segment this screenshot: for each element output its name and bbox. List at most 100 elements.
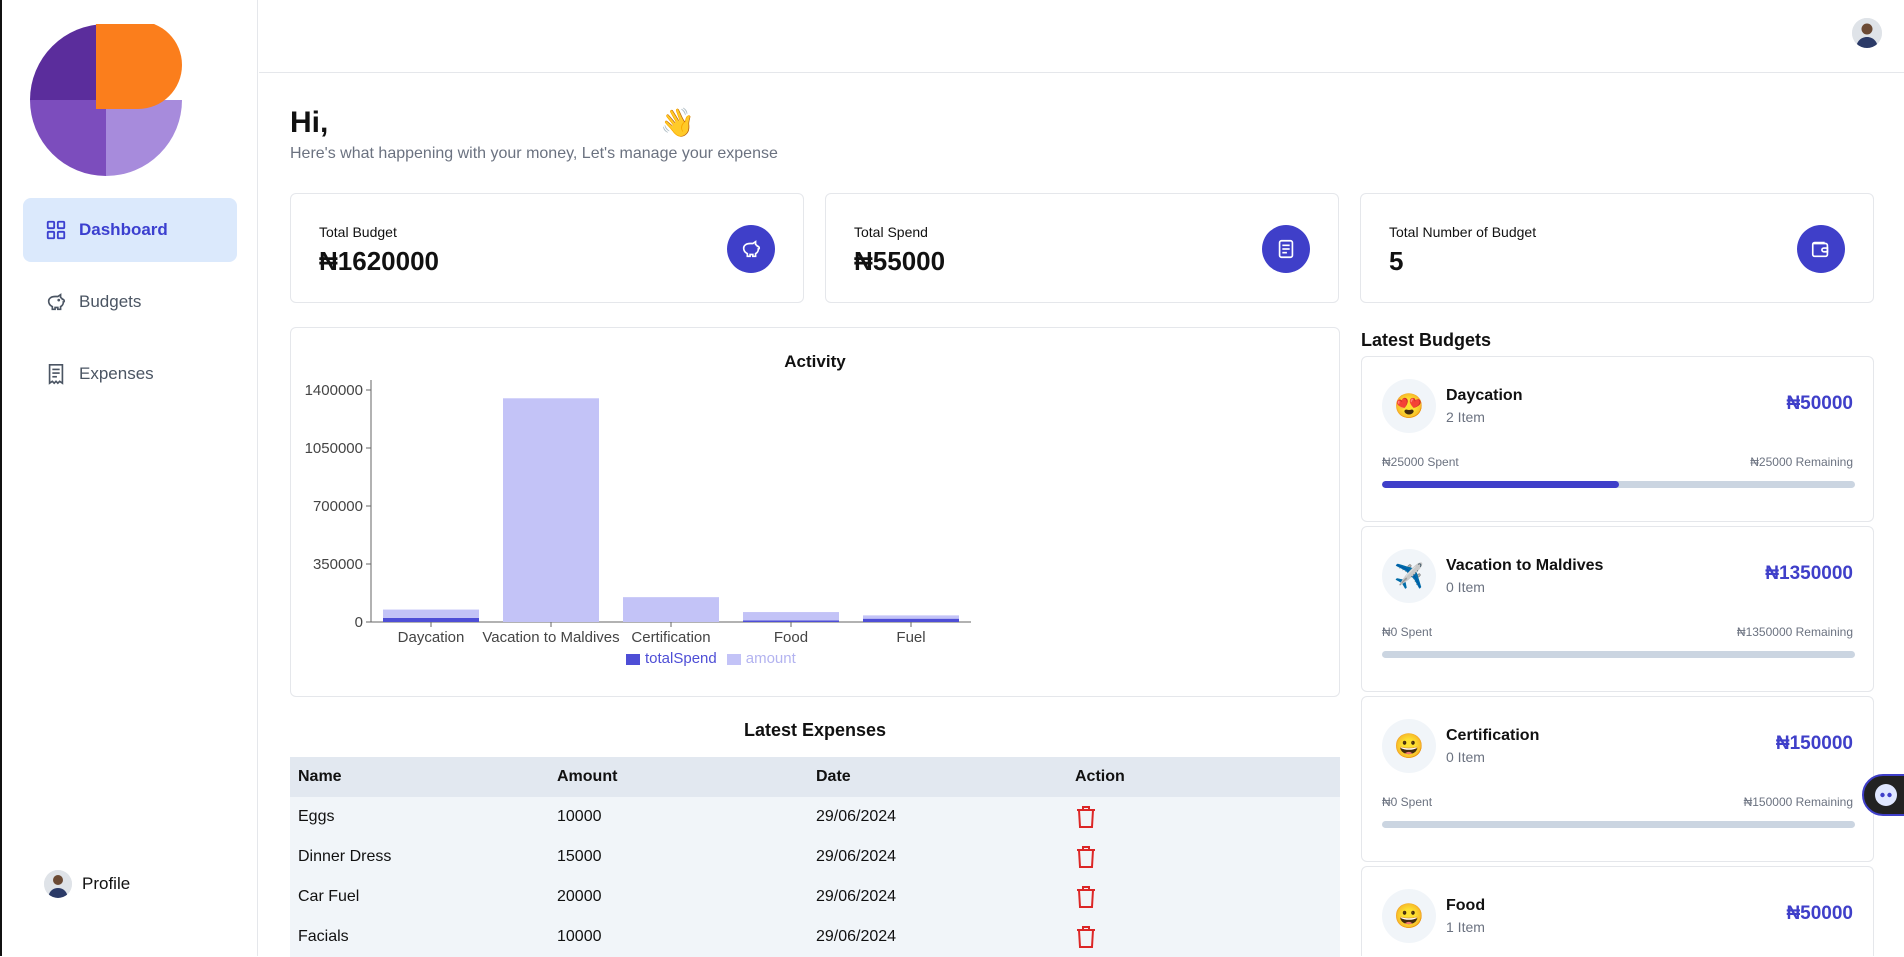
y-tick-label: 0	[355, 614, 363, 631]
budget-spent: ₦25000 Spent	[1382, 455, 1459, 469]
budget-name: Vacation to Maldives	[1446, 557, 1604, 574]
y-tick-label: 1050000	[305, 440, 363, 457]
y-tick-label: 350000	[313, 556, 363, 573]
stat-value: ₦1620000	[319, 246, 439, 276]
trash-icon	[1077, 926, 1095, 948]
budget-remaining: ₦1350000 Remaining	[1736, 625, 1853, 639]
bar-chart: 0 350000 700000 1050000 1400000 Daycation Vaca…	[305, 380, 971, 646]
bar-amount	[503, 398, 599, 622]
receipt-icon	[48, 364, 64, 385]
bar-totalSpend	[743, 620, 839, 622]
expense-date: 29/06/2024	[816, 928, 897, 945]
stat-card-budget-count: Total Number of Budget 5	[1360, 193, 1874, 303]
bar-totalSpend	[863, 618, 959, 622]
legend-item-total-spend[interactable]: totalSpend	[626, 650, 717, 667]
stat-card-total-budget: Total Budget ₦1620000	[290, 193, 804, 303]
piggy-bank-icon	[727, 225, 775, 273]
robot-icon	[1875, 784, 1897, 806]
legend-item-amount[interactable]: amount	[726, 650, 796, 667]
receipt-icon	[1262, 225, 1310, 273]
budget-item-count: 0 Item	[1446, 749, 1485, 765]
budget-card[interactable]: 😍 Daycation 2 Item ₦50000 ₦25000 Spent ₦…	[1361, 356, 1874, 522]
greeting-text: Hi,	[290, 106, 329, 139]
column-header: Name	[298, 768, 342, 785]
expense-date: 29/06/2024	[816, 848, 897, 865]
expense-name: Dinner Dress	[298, 848, 392, 865]
x-tick-label: Daycation	[398, 629, 465, 646]
delete-expense-button[interactable]	[1067, 805, 1340, 829]
table-header: Name Amount Date Action	[290, 757, 1340, 797]
budget-item-count: 0 Item	[1446, 579, 1485, 595]
stat-label: Total Spend	[854, 224, 928, 240]
delete-expense-button[interactable]	[1067, 885, 1340, 909]
budget-emoji: 😀	[1382, 719, 1436, 773]
budget-progress-bar	[1382, 481, 1855, 488]
user-avatar[interactable]	[1852, 18, 1882, 48]
profile-label: Profile	[82, 874, 131, 893]
bar-amount	[623, 597, 719, 622]
app-logo	[30, 24, 182, 176]
delete-expense-button[interactable]	[1067, 925, 1340, 949]
budget-amount: ₦150000	[1775, 733, 1853, 754]
y-tick-label: 1400000	[305, 382, 363, 399]
table-row: Dinner Dress 15000 29/06/2024	[290, 837, 1340, 877]
stat-card-total-spend: Total Spend ₦55000	[825, 193, 1339, 303]
latest-budgets-title: Latest Budgets	[1361, 330, 1492, 350]
budget-remaining: ₦150000 Remaining	[1743, 795, 1853, 809]
expenses-table: Name Amount Date Action Eggs 10000 29/06…	[290, 757, 1340, 957]
x-tick-label: Vacation to Maldives	[482, 629, 619, 646]
expense-amount: 20000	[557, 888, 602, 905]
budget-item-count: 1 Item	[1446, 919, 1485, 935]
table-row: Facials 10000 29/06/2024	[290, 917, 1340, 957]
expense-name: Car Fuel	[298, 888, 360, 905]
budget-emoji: 😍	[1382, 379, 1436, 433]
sidebar: Dashboard Budgets Expenses Profile	[2, 0, 258, 956]
greeting-subtitle: Here's what happening with your money, L…	[290, 145, 778, 162]
budget-amount: ₦50000	[1786, 903, 1853, 924]
budget-card[interactable]: 😀 Food 1 Item ₦50000	[1361, 866, 1874, 956]
column-header: Date	[816, 768, 851, 785]
budget-progress-bar	[1382, 651, 1855, 658]
stat-value: ₦55000	[854, 246, 946, 276]
chart-title: Activity	[784, 352, 846, 371]
window-edge	[0, 0, 2, 956]
greeting-heading: Hi,	[290, 106, 328, 140]
budget-name: Food	[1446, 897, 1486, 914]
x-tick-label: Food	[774, 629, 808, 646]
sidebar-item-expenses[interactable]: Expenses	[23, 342, 237, 406]
budget-card[interactable]: ✈️ Vacation to Maldives 0 Item ₦1350000 …	[1361, 526, 1874, 692]
profile-link[interactable]: Profile	[44, 870, 130, 898]
grid-icon	[46, 220, 66, 240]
budget-card[interactable]: 😀 Certification 0 Item ₦150000 ₦0 Spent …	[1361, 696, 1874, 862]
stat-label: Total Number of Budget	[1389, 224, 1537, 240]
delete-expense-button[interactable]	[1067, 845, 1340, 869]
budget-emoji: ✈️	[1382, 549, 1436, 603]
sidebar-item-budgets[interactable]: Budgets	[23, 270, 237, 334]
column-header: Amount	[557, 768, 618, 785]
latest-expenses-title: Latest Expenses	[743, 720, 887, 740]
assistant-button[interactable]	[1862, 774, 1904, 816]
expense-date: 29/06/2024	[816, 888, 897, 905]
budget-name: Daycation	[1446, 387, 1523, 404]
sidebar-item-label: Dashboard	[79, 220, 168, 239]
budget-progress-bar	[1382, 821, 1855, 828]
chart-legend: totalSpend amount	[626, 650, 796, 667]
table-row: Car Fuel 20000 29/06/2024	[290, 877, 1340, 917]
expense-name: Facials	[298, 928, 349, 945]
top-bar	[259, 0, 1904, 73]
budget-spent: ₦0 Spent	[1382, 625, 1433, 639]
budget-spent: ₦0 Spent	[1382, 795, 1433, 809]
trash-icon	[1077, 846, 1095, 868]
expense-amount: 10000	[557, 928, 602, 945]
avatar	[44, 870, 72, 898]
sidebar-item-dashboard[interactable]: Dashboard	[23, 198, 237, 262]
trash-icon	[1077, 886, 1095, 908]
bar-amount	[743, 612, 839, 621]
budget-remaining: ₦25000 Remaining	[1750, 455, 1853, 469]
bar-amount	[863, 615, 959, 619]
expense-name: Eggs	[298, 808, 335, 825]
wave-emoji: 👋	[660, 107, 695, 138]
bar-totalSpend	[383, 617, 479, 622]
sidebar-item-label: Expenses	[79, 364, 154, 383]
budget-amount: ₦50000	[1786, 393, 1853, 414]
